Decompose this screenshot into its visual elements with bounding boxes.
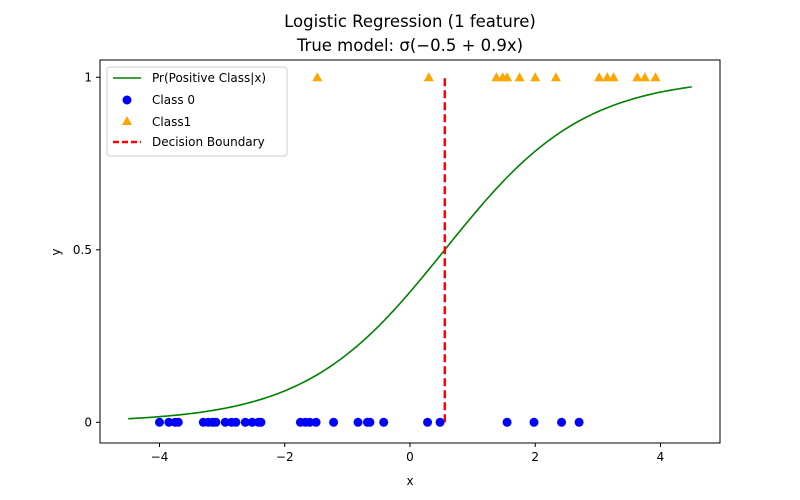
class0-point <box>154 417 164 427</box>
class1-point <box>530 72 541 82</box>
legend: Pr(Positive Class|x) Class 0 Class1 Deci… <box>106 66 288 157</box>
class0-point <box>529 417 539 427</box>
class1-point <box>514 72 525 82</box>
y-tick-label: 0 <box>84 415 92 429</box>
class1-point <box>602 72 613 82</box>
class1-point <box>594 72 605 82</box>
class1-point <box>550 72 561 82</box>
x-tick-label: −4 <box>151 450 169 464</box>
y-tick-label: 0.5 <box>73 243 92 257</box>
legend-box <box>106 66 288 157</box>
class0-point <box>353 417 363 427</box>
legend-curve-label: Pr(Positive Class|x) <box>152 71 266 85</box>
class0-point <box>379 417 389 427</box>
class0-point <box>305 417 315 427</box>
class0-point <box>256 417 266 427</box>
class0-point <box>502 417 512 427</box>
class0-point <box>211 417 221 427</box>
class0-point <box>365 417 375 427</box>
y-axis-label: y <box>49 248 63 255</box>
class0-point <box>173 417 183 427</box>
class0-point <box>435 417 445 427</box>
y-axis: 00.51 <box>73 70 100 429</box>
class1-point <box>502 72 513 82</box>
class0-point <box>231 417 241 427</box>
legend-boundary-label: Decision Boundary <box>152 135 265 149</box>
x-tick-label: 2 <box>531 450 539 464</box>
class1-point <box>423 72 434 82</box>
x-axis-label: x <box>406 474 413 488</box>
class1-point <box>491 72 502 82</box>
probability-curve <box>128 86 692 420</box>
x-tick-label: 4 <box>657 450 665 464</box>
class1-point <box>312 72 323 82</box>
class1-point <box>632 72 643 82</box>
class1-point <box>608 72 619 82</box>
class0-point <box>164 417 174 427</box>
chart-title: Logistic Regression (1 feature) <box>284 12 536 31</box>
legend-class0-swatch <box>122 95 132 105</box>
class1-point <box>639 72 650 82</box>
legend-class1-swatch <box>122 116 132 125</box>
class0-point <box>311 417 321 427</box>
x-tick-label: −2 <box>276 450 294 464</box>
curve-layer <box>128 86 692 420</box>
y-tick-label: 1 <box>84 70 92 84</box>
class0-point <box>247 417 257 427</box>
class0-point <box>423 417 433 427</box>
legend-class0-label: Class 0 <box>152 93 195 107</box>
chart-subtitle: True model: σ(−0.5 + 0.9x) <box>296 36 523 55</box>
class0-point <box>557 417 567 427</box>
class0-point <box>220 417 230 427</box>
class0-point <box>574 417 584 427</box>
class1-point <box>650 72 661 82</box>
points-layer <box>154 72 661 427</box>
x-axis: −4 −2 0 2 4 <box>151 443 665 464</box>
class0-point <box>240 417 250 427</box>
class0-point <box>329 417 339 427</box>
legend-class1-label: Class1 <box>152 115 191 129</box>
x-tick-label: 0 <box>406 450 414 464</box>
